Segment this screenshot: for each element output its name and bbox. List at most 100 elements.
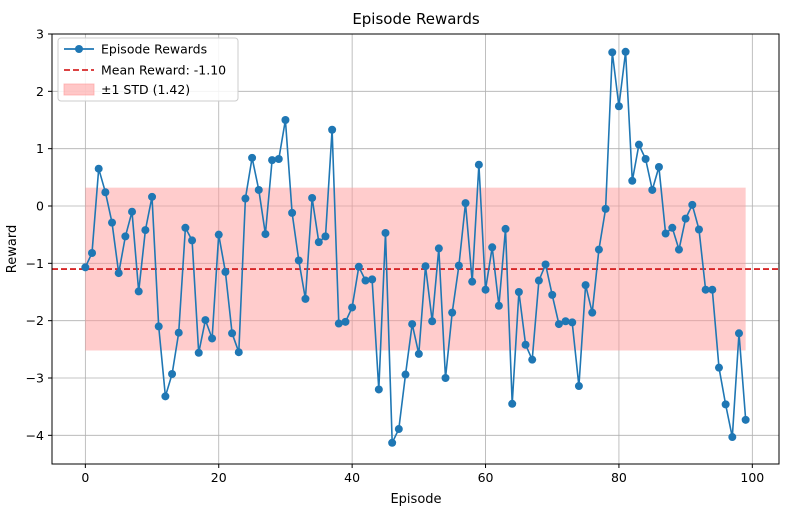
- data-point: [481, 285, 490, 294]
- y-tick-label: −1: [26, 256, 44, 271]
- y-tick-label: −3: [26, 371, 44, 386]
- data-point: [254, 185, 263, 194]
- data-point: [488, 243, 497, 252]
- data-point: [341, 317, 350, 326]
- data-point: [181, 223, 190, 232]
- data-point: [194, 348, 203, 357]
- data-point: [714, 363, 723, 372]
- data-point: [374, 385, 383, 394]
- y-tick-label: 1: [36, 141, 44, 156]
- data-point: [621, 47, 630, 56]
- data-point: [101, 188, 110, 197]
- x-axis-label: Episode: [390, 492, 441, 507]
- data-point: [708, 285, 717, 294]
- data-point: [454, 261, 463, 270]
- data-point: [741, 415, 750, 424]
- data-point: [308, 193, 317, 202]
- data-point: [574, 382, 583, 391]
- y-axis-label: Reward: [5, 225, 20, 273]
- data-point: [108, 218, 117, 227]
- data-point: [94, 164, 103, 173]
- y-tick-label: 2: [36, 84, 44, 99]
- data-point: [568, 318, 577, 327]
- data-point: [268, 156, 277, 165]
- data-point: [368, 275, 377, 284]
- data-point: [428, 317, 437, 326]
- data-point: [168, 369, 177, 378]
- data-point: [394, 425, 403, 434]
- data-point: [408, 320, 417, 329]
- series-line: [84, 50, 747, 444]
- data-point: [401, 370, 410, 379]
- chart-title: Episode Rewards: [352, 10, 480, 28]
- data-point: [614, 102, 623, 111]
- data-point: [688, 200, 697, 209]
- data-point: [321, 232, 330, 241]
- data-point: [501, 224, 510, 233]
- legend-series-marker: [75, 45, 83, 53]
- data-point: [261, 230, 270, 239]
- data-point: [534, 276, 543, 285]
- data-point: [721, 400, 730, 409]
- data-point: [701, 285, 710, 294]
- data-point: [134, 287, 143, 296]
- data-point: [474, 160, 483, 169]
- data-point: [734, 329, 743, 338]
- data-point: [541, 260, 550, 269]
- data-point: [528, 355, 537, 364]
- data-point: [554, 320, 563, 329]
- y-tick-label: −4: [26, 428, 44, 443]
- data-point: [581, 281, 590, 290]
- data-point: [121, 232, 130, 241]
- data-point: [448, 308, 457, 317]
- data-point: [294, 256, 303, 265]
- data-point: [548, 290, 557, 299]
- data-point: [594, 245, 603, 254]
- data-point: [441, 374, 450, 382]
- data-point: [334, 319, 343, 328]
- data-point: [681, 214, 690, 223]
- data-point: [328, 125, 337, 134]
- x-axis-ticks: 0 20 40 60 80 100: [81, 464, 764, 485]
- x-tick-label: 100: [740, 470, 764, 485]
- data-point: [674, 245, 683, 254]
- data-point: [288, 208, 297, 217]
- data-point: [694, 225, 703, 234]
- data-point: [314, 238, 323, 247]
- data-point: [634, 140, 643, 149]
- x-tick-label: 40: [344, 470, 360, 485]
- data-point: [388, 438, 397, 447]
- data-point: [661, 229, 670, 238]
- data-point: [161, 392, 170, 401]
- data-point: [128, 207, 137, 216]
- data-point: [514, 288, 523, 296]
- legend-mean-label: Mean Reward: -1.10: [101, 63, 226, 78]
- data-point: [668, 223, 677, 232]
- data-point: [601, 204, 610, 213]
- data-point: [414, 349, 423, 358]
- data-point: [174, 328, 183, 337]
- data-point: [628, 176, 637, 185]
- data-point: [248, 153, 257, 162]
- data-point: [608, 48, 617, 57]
- data-point: [728, 433, 737, 442]
- data-point: [221, 267, 230, 276]
- plot-frame: [51, 33, 780, 465]
- data-point: [641, 154, 650, 163]
- data-point: [421, 262, 430, 271]
- data-point: [381, 228, 390, 237]
- x-tick-label: 80: [611, 470, 627, 485]
- data-point: [588, 308, 597, 317]
- data-point: [141, 226, 150, 235]
- data-point: [301, 294, 310, 303]
- data-point: [494, 301, 503, 310]
- data-point: [468, 277, 477, 286]
- data-point: [561, 317, 570, 326]
- data-point: [508, 399, 517, 408]
- x-tick-label: 20: [211, 470, 227, 485]
- data-point: [228, 329, 237, 338]
- data-point: [521, 340, 530, 349]
- data-point: [148, 192, 157, 201]
- data-point: [201, 316, 210, 325]
